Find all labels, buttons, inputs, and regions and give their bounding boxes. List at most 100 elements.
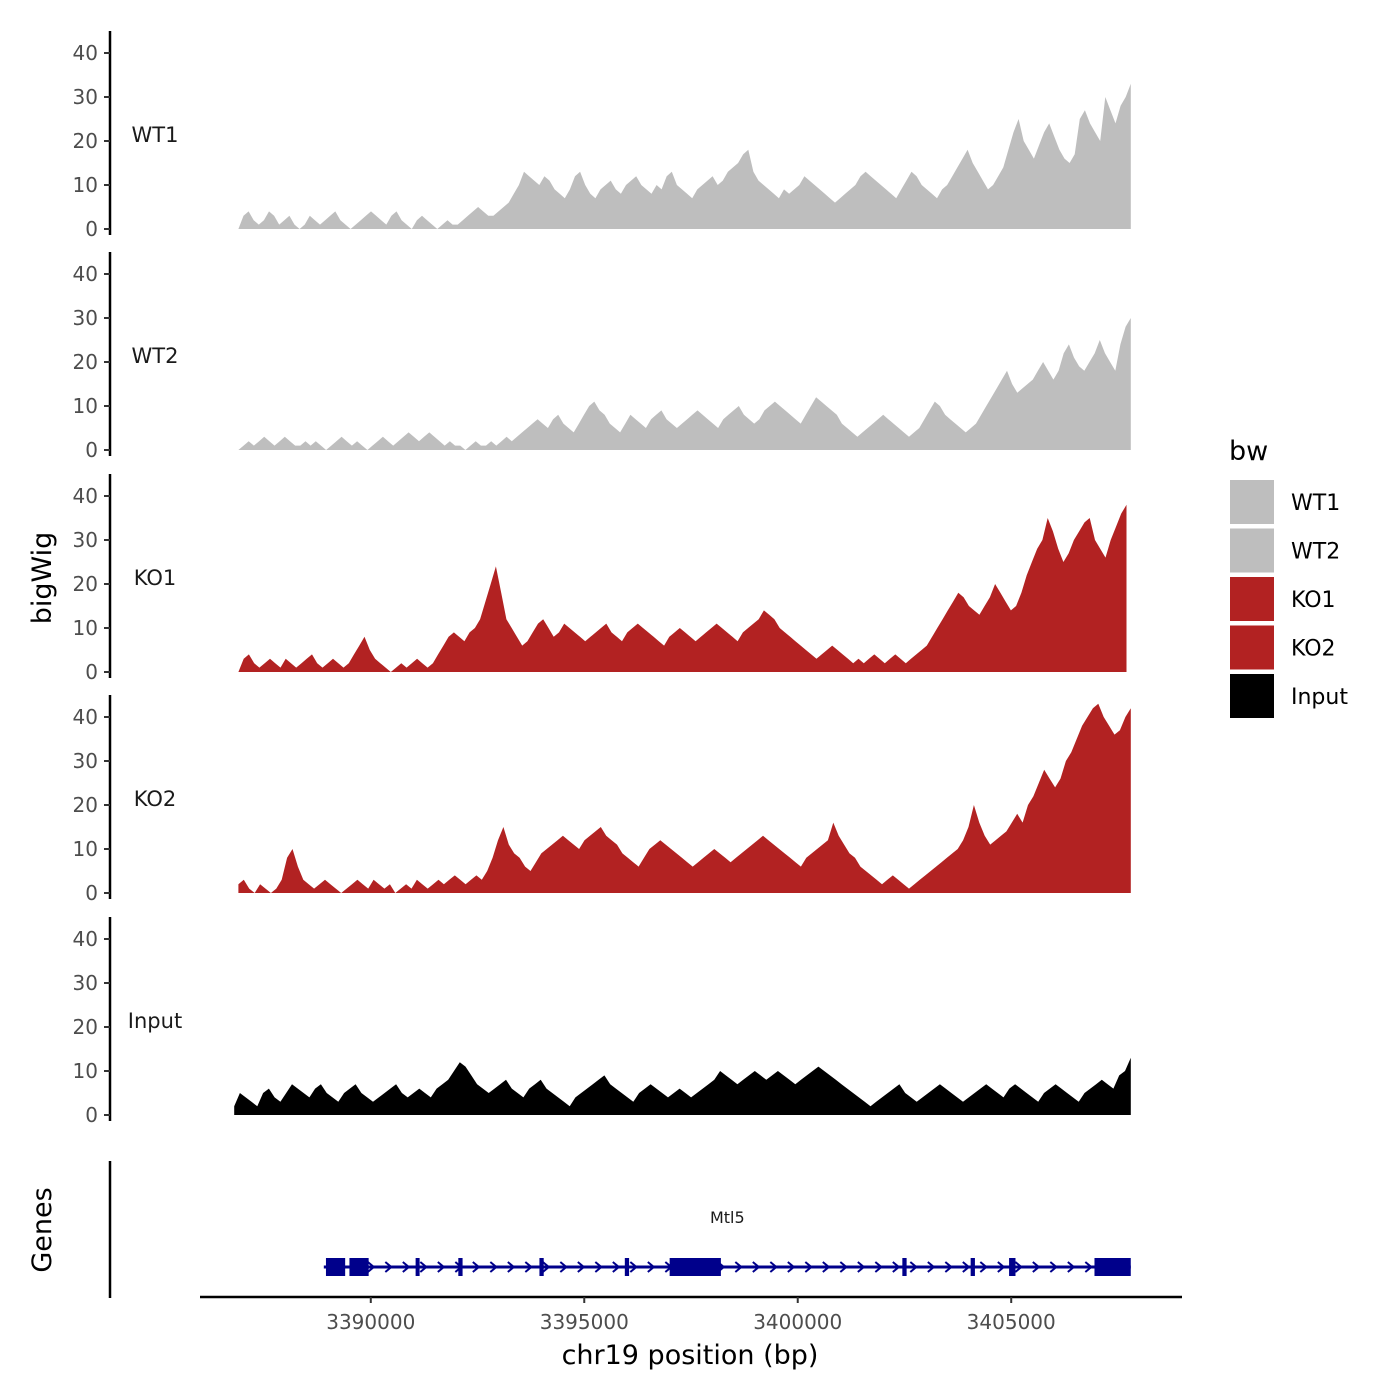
strand-arrow bbox=[437, 1261, 446, 1273]
strand-arrow bbox=[822, 1261, 831, 1273]
x-axis-title: chr19 position (bp) bbox=[562, 1340, 819, 1371]
strand-arrow bbox=[1084, 1261, 1093, 1273]
exon-1 bbox=[325, 1258, 346, 1276]
track-ko2: 0 10 20 30 40 KO2 bbox=[73, 695, 1131, 905]
legend-label-ko1: KO1 bbox=[1291, 588, 1336, 613]
y-tick-label-ko2-30: 30 bbox=[73, 749, 98, 773]
strand-arrow bbox=[997, 1261, 1006, 1273]
gene-track: Mtl5 bbox=[108, 1161, 1131, 1298]
strand-arrow bbox=[542, 1261, 551, 1273]
track-label-ko1: KO1 bbox=[134, 566, 177, 590]
y-tick-label-wt2-0: 0 bbox=[85, 438, 98, 462]
strand-arrow bbox=[559, 1261, 568, 1273]
gene-label: Mtl5 bbox=[710, 1208, 745, 1227]
exon-9 bbox=[970, 1258, 975, 1276]
coverage-area-wt2 bbox=[238, 318, 1131, 450]
strand-arrow bbox=[769, 1261, 778, 1273]
y-tick-label-ko2-10: 10 bbox=[73, 837, 98, 861]
strand-arrow bbox=[594, 1261, 603, 1273]
y-tick-label-ko1-10: 10 bbox=[73, 616, 98, 640]
y-tick-label-wt2-20: 20 bbox=[73, 350, 98, 374]
y-tick-label-ko1-40: 40 bbox=[73, 484, 98, 508]
legend-swatch-ko2 bbox=[1230, 625, 1274, 670]
strand-arrow bbox=[787, 1261, 796, 1273]
x-tick-label-3390000: 3390000 bbox=[326, 1310, 415, 1334]
legend: bw WT1 WT2 KO1 KO2 Input bbox=[1229, 436, 1348, 718]
exon-4 bbox=[458, 1258, 463, 1276]
y-tick-label-wt1-0: 0 bbox=[85, 217, 98, 241]
y-tick-label-input-20: 20 bbox=[73, 1015, 98, 1039]
legend-swatch-input bbox=[1230, 674, 1274, 718]
exon-3 bbox=[415, 1258, 420, 1276]
coverage-area-input bbox=[234, 1057, 1131, 1115]
y-tick-label-wt2-30: 30 bbox=[73, 306, 98, 330]
strand-arrow bbox=[384, 1261, 393, 1273]
legend-label-ko2: KO2 bbox=[1291, 637, 1336, 662]
track-wt1: 0 10 20 30 40 WT1 bbox=[73, 31, 1131, 241]
strand-arrow bbox=[874, 1261, 883, 1273]
y-tick-label-ko2-0: 0 bbox=[85, 881, 98, 905]
y-tick-label-ko2-40: 40 bbox=[73, 705, 98, 729]
exon-10 bbox=[1009, 1258, 1016, 1276]
y-tick-label-input-40: 40 bbox=[73, 927, 98, 951]
strand-arrow bbox=[647, 1261, 656, 1273]
exon-11 bbox=[1094, 1258, 1131, 1276]
x-tick-label-3405000: 3405000 bbox=[967, 1310, 1056, 1334]
track-label-wt1: WT1 bbox=[132, 123, 179, 147]
y-axis-title: bigWig bbox=[27, 532, 58, 625]
x-tick-label-3395000: 3395000 bbox=[540, 1310, 629, 1334]
x-axis: 3390000 3395000 3400000 3405000 bbox=[200, 1295, 1182, 1334]
strand-arrow bbox=[927, 1261, 936, 1273]
legend-label-wt1: WT1 bbox=[1291, 491, 1340, 516]
strand-arrow bbox=[367, 1261, 376, 1273]
strand-arrow bbox=[1032, 1261, 1041, 1273]
y-tick-label-ko2-20: 20 bbox=[73, 793, 98, 817]
strand-arrow bbox=[1049, 1261, 1058, 1273]
y-tick-label-input-0: 0 bbox=[85, 1103, 98, 1127]
coverage-area-ko2 bbox=[238, 703, 1131, 893]
strand-arrow bbox=[752, 1261, 761, 1273]
legend-label-wt2: WT2 bbox=[1291, 540, 1340, 565]
x-tick-label-3400000: 3400000 bbox=[753, 1310, 842, 1334]
strand-arrow bbox=[804, 1261, 813, 1273]
strand-arrow bbox=[629, 1261, 638, 1273]
legend-swatch-wt2 bbox=[1230, 528, 1274, 573]
strand-arrow bbox=[507, 1261, 516, 1273]
y-tick-label-ko1-0: 0 bbox=[85, 660, 98, 684]
y-tick-label-ko1-30: 30 bbox=[73, 528, 98, 552]
y-tick-label-ko1-20: 20 bbox=[73, 572, 98, 596]
strand-arrow bbox=[472, 1261, 481, 1273]
coverage-tracks: 0 10 20 30 40 WT1 0 10 20 30 40 WT2 0 10 20 30 40 KO1 0 10 2… bbox=[73, 31, 1131, 1127]
strand-arrow bbox=[577, 1261, 586, 1273]
strand-arrow bbox=[402, 1261, 411, 1273]
strand-arrow bbox=[1067, 1261, 1076, 1273]
exon-7 bbox=[669, 1258, 721, 1276]
strand-arrow bbox=[962, 1261, 971, 1273]
coverage-area-ko1 bbox=[238, 504, 1127, 672]
strand-arrow bbox=[857, 1261, 866, 1273]
track-ko1: 0 10 20 30 40 KO1 bbox=[73, 474, 1127, 684]
exon-6 bbox=[624, 1258, 630, 1276]
strand-arrow bbox=[909, 1261, 918, 1273]
strand-arrow bbox=[419, 1261, 428, 1273]
legend-swatch-wt1 bbox=[1230, 480, 1274, 524]
track-label-ko2: KO2 bbox=[134, 787, 177, 811]
y-tick-label-wt2-40: 40 bbox=[73, 262, 98, 286]
exon-5 bbox=[539, 1258, 544, 1276]
strand-arrow bbox=[612, 1261, 621, 1273]
coverage-area-wt1 bbox=[238, 83, 1131, 229]
y-tick-label-input-30: 30 bbox=[73, 971, 98, 995]
strand-arrow bbox=[979, 1261, 988, 1273]
strand-arrow bbox=[944, 1261, 953, 1273]
track-label-wt2: WT2 bbox=[132, 344, 179, 368]
exon-8 bbox=[902, 1258, 907, 1276]
track-wt2: 0 10 20 30 40 WT2 bbox=[73, 252, 1131, 462]
strand-arrow bbox=[734, 1261, 743, 1273]
legend-label-input: Input bbox=[1291, 685, 1348, 710]
y-tick-label-input-10: 10 bbox=[73, 1059, 98, 1083]
track-label-input: Input bbox=[128, 1009, 182, 1033]
legend-swatch-ko1 bbox=[1230, 577, 1274, 621]
y-tick-label-wt1-40: 40 bbox=[73, 41, 98, 65]
y-tick-label-wt1-30: 30 bbox=[73, 85, 98, 109]
